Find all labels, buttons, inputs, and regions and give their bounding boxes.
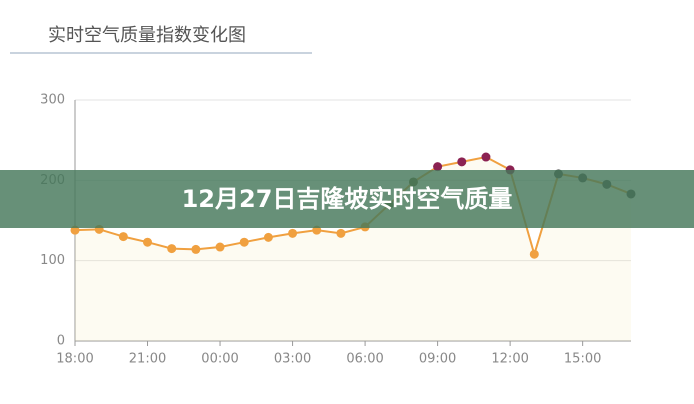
- banner: [0, 170, 694, 228]
- y-tick-label: 100: [40, 253, 65, 268]
- plot: 010020030018:0021:0000:0003:0006:0009:00…: [40, 93, 636, 367]
- point: [263, 232, 273, 242]
- point: [239, 237, 249, 247]
- point: [215, 242, 225, 252]
- y-tick-label: 300: [40, 93, 65, 108]
- x-tick-label: 03:00: [274, 352, 311, 367]
- x-tick-label: 00:00: [201, 352, 238, 367]
- point: [336, 228, 346, 238]
- x-tick-label: 21:00: [129, 352, 166, 367]
- point: [529, 249, 539, 259]
- banner-text: 12月27日吉隆坡实时空气质量: [182, 185, 513, 213]
- y-tick-label: 0: [57, 334, 65, 349]
- x-tick-label: 15:00: [564, 352, 601, 367]
- point: [118, 232, 128, 242]
- x-tick-label: 09:00: [419, 352, 456, 367]
- x-tick-label: 12:00: [491, 352, 528, 367]
- point: [288, 228, 298, 238]
- chart-title: 实时空气质量指数变化图: [48, 25, 246, 46]
- x-tick-label: 06:00: [346, 352, 383, 367]
- point: [167, 244, 177, 254]
- point: [433, 162, 443, 172]
- point: [481, 152, 491, 162]
- point: [191, 244, 201, 254]
- point: [457, 157, 467, 167]
- x-tick-label: 18:00: [56, 352, 93, 367]
- point: [143, 237, 153, 247]
